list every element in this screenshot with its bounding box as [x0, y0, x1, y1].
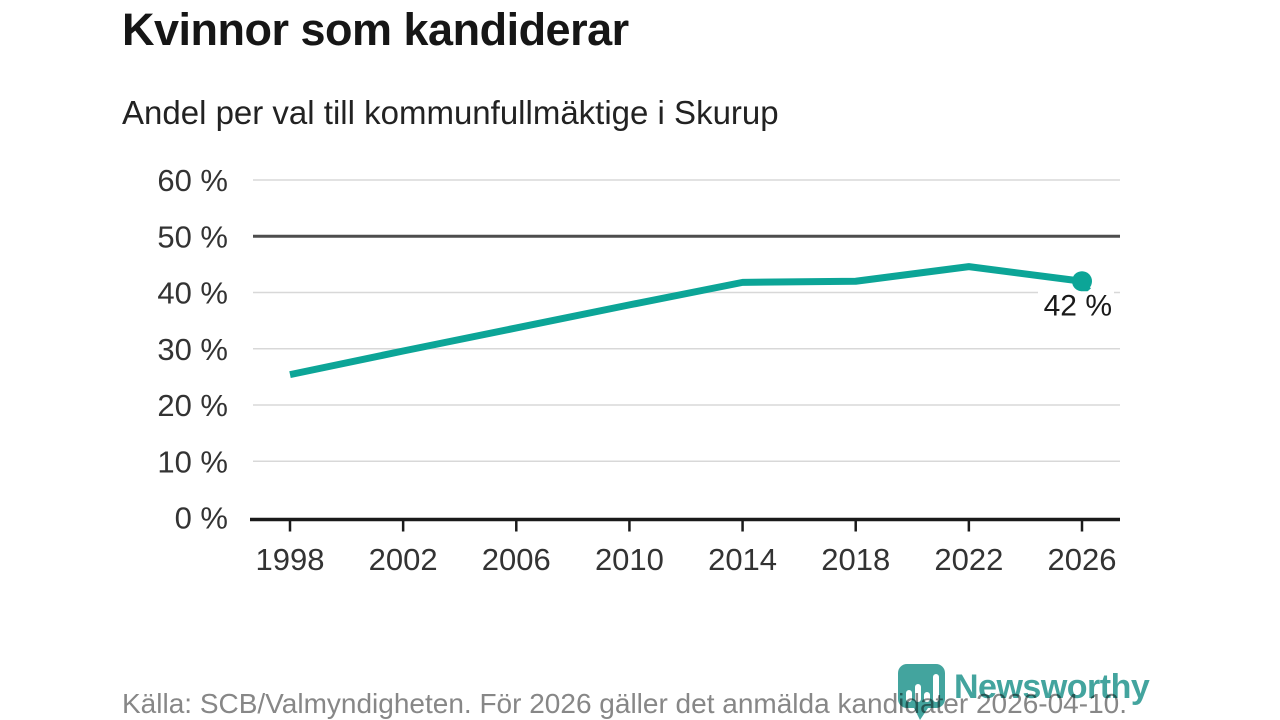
chart-subtitle: Andel per val till kommunfullmäktige i S… [122, 94, 779, 131]
line-chart: 0 % 10 % 20 % 30 % 40 % 50 % 60 % 1998 2002 2006 2… [157, 163, 1120, 577]
y-axis-tick-label: 60 % [157, 163, 228, 198]
x-axis-tick-label: 2026 [1048, 542, 1117, 577]
brand-wordmark: Newsworthy [954, 668, 1150, 706]
x-axis-tick-label: 2018 [821, 542, 890, 577]
y-axis-tick-label: 40 % [157, 276, 228, 311]
data-line [289, 263, 1083, 379]
end-value-label: 42 % [1044, 289, 1112, 322]
x-axis-tick-label: 2010 [595, 542, 664, 577]
y-axis-tick-label: 0 % [175, 501, 228, 536]
y-axis-tick-label: 30 % [157, 332, 228, 367]
x-axis-tick-label: 2006 [482, 542, 551, 577]
y-axis-tick-label: 10 % [157, 444, 228, 479]
newsworthy-logo: Newsworthy [898, 664, 1150, 720]
x-axis-tick-label: 2014 [708, 542, 777, 577]
x-axis-tick-label: 2022 [934, 542, 1003, 577]
end-point-dot [1072, 271, 1092, 292]
source-note: Källa: SCB/Valmyndigheten. För 2026 gäll… [122, 688, 1127, 719]
page-title: Kvinnor som kandiderar [122, 4, 629, 55]
y-axis-tick-label: 50 % [157, 219, 228, 254]
x-axis-tick-label: 2002 [369, 542, 438, 577]
end-value-label-halo [1038, 291, 1114, 322]
y-axis-tick-label: 20 % [157, 388, 228, 423]
newsworthy-pin-bar-chart-icon [898, 664, 945, 720]
x-axis-tick-label: 1998 [256, 542, 325, 577]
